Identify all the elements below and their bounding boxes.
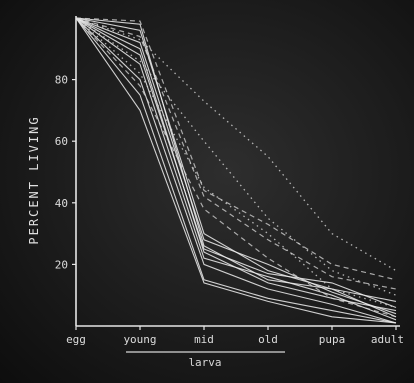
series-line-14	[75, 17, 397, 290]
series-line-13	[75, 17, 397, 281]
ticks-layer: 20 40 60 80 egg young mid old pupa adult	[55, 74, 404, 346]
series-line-1	[75, 17, 397, 318]
series-line-7	[75, 17, 397, 324]
y-tick-label-40: 40	[55, 197, 68, 210]
series-line-6	[75, 17, 397, 324]
series-line-8	[75, 17, 397, 302]
x-tick-label-mid: mid	[194, 333, 214, 346]
series-line-15	[75, 17, 397, 318]
x-tick-label-old: old	[258, 333, 278, 346]
y-tick-label-20: 20	[55, 258, 68, 271]
series-line-12	[75, 17, 397, 309]
axes-layer	[75, 16, 400, 327]
series-layer	[75, 17, 397, 324]
x-tick-label-adult: adult	[371, 333, 404, 346]
y-tick-label-60: 60	[55, 135, 68, 148]
series-line-4	[75, 17, 397, 321]
larva-group: larva	[126, 351, 285, 369]
series-line-9	[75, 17, 397, 312]
series-line-3	[75, 17, 397, 309]
y-axis-title: PERCENT LIVING	[27, 115, 41, 244]
x-tick-label-egg: egg	[66, 333, 86, 346]
series-line-5	[75, 17, 397, 324]
larva-group-label: larva	[188, 356, 221, 369]
y-tick-label-80: 80	[55, 74, 68, 87]
x-tick-label-young: young	[123, 333, 156, 346]
series-line-2	[75, 17, 397, 315]
series-line-11	[75, 17, 397, 296]
x-tick-label-pupa: pupa	[319, 333, 346, 346]
series-line-10	[75, 17, 397, 272]
